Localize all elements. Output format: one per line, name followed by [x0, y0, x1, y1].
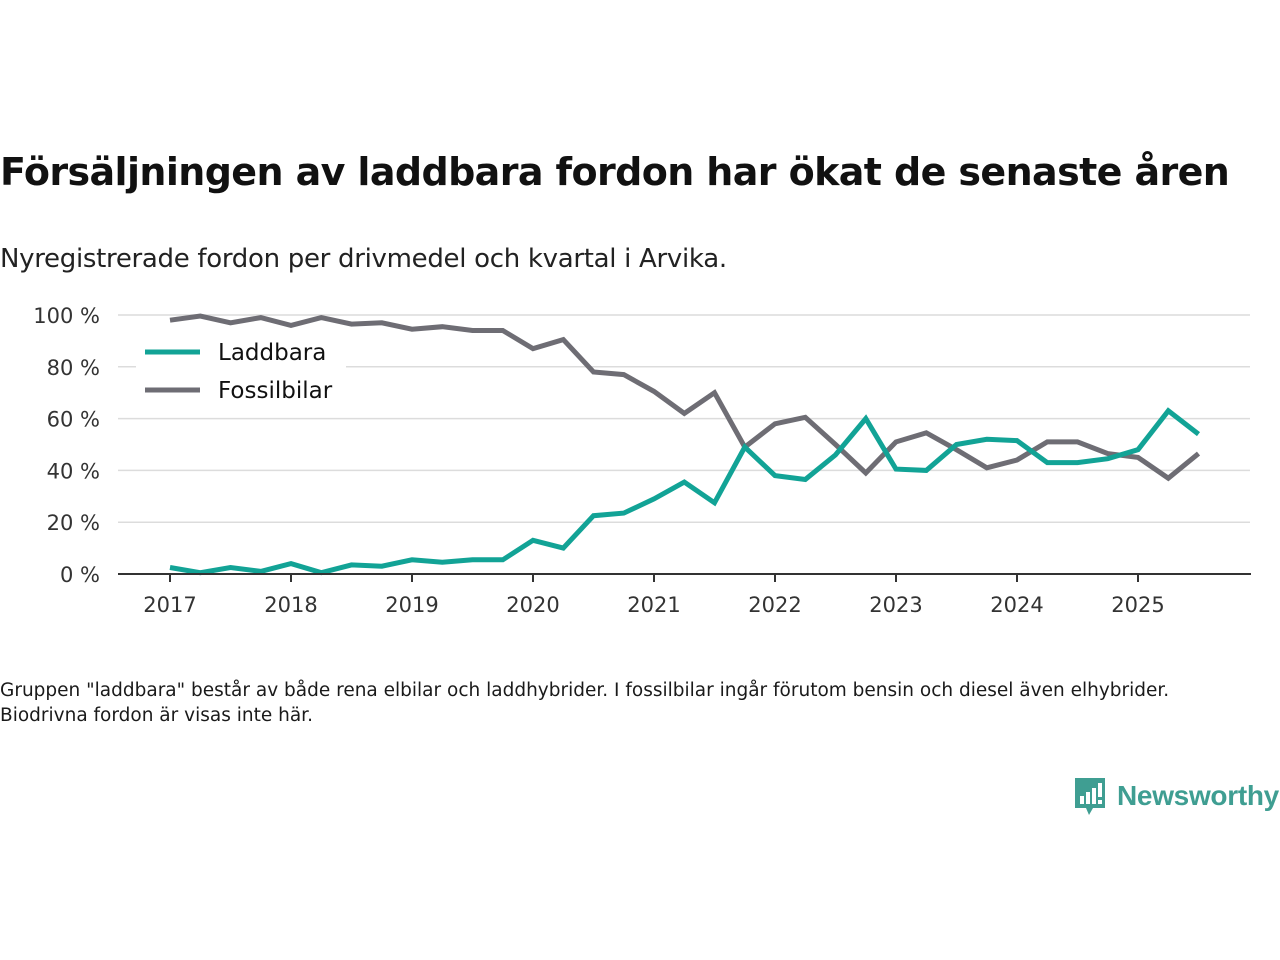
- y-axis-ticks: 0 % 20 % 40 % 60 % 80 % 100 %: [33, 304, 100, 587]
- x-tick-label: 2025: [1111, 593, 1164, 617]
- footnote: Gruppen "laddbara" består av både rena e…: [0, 680, 1170, 726]
- x-tick-label: 2022: [748, 593, 801, 617]
- x-tick-label: 2021: [627, 593, 680, 617]
- y-tick-label: 20 %: [47, 511, 100, 535]
- legend-label-laddbara: Laddbara: [218, 340, 326, 366]
- series-line-fossilbilar: [169, 313, 1201, 482]
- series-line-laddbara: [169, 407, 1201, 576]
- chart-title: Försäljningen av laddbara fordon har öka…: [0, 150, 1230, 194]
- chart-subtitle: Nyregistrerade fordon per drivmedel och …: [0, 244, 727, 274]
- x-tick-label: 2023: [869, 593, 922, 617]
- line-chart: 0 % 20 % 40 % 60 % 80 % 100 % 2017 2018 2019 202…: [33, 304, 1251, 617]
- x-tick-label: 2017: [143, 593, 196, 617]
- series-lines: [169, 313, 1201, 576]
- y-tick-label: 0 %: [60, 563, 100, 587]
- y-tick-label: 80 %: [47, 356, 100, 380]
- legend: Laddbara Fossilbilar: [136, 330, 346, 412]
- y-tick-label: 100 %: [33, 304, 100, 328]
- x-tick-label: 2018: [264, 593, 317, 617]
- x-axis: 2017 2018 2019 2020 2021 2022 2023 2024 2025: [118, 573, 1251, 617]
- y-tick-label: 60 %: [47, 408, 100, 432]
- x-tick-label: 2019: [385, 593, 438, 617]
- legend-background: [136, 330, 346, 412]
- x-tick-label: 2024: [990, 593, 1043, 617]
- logo-text: Newsworthy: [1117, 780, 1279, 811]
- y-tick-label: 40 %: [47, 459, 100, 483]
- newsworthy-logo[interactable]: Newsworthy: [1073, 776, 1279, 816]
- legend-label-fossilbilar: Fossilbilar: [218, 378, 333, 404]
- newsworthy-logo-icon: [1075, 778, 1105, 815]
- x-tick-label: 2020: [506, 593, 559, 617]
